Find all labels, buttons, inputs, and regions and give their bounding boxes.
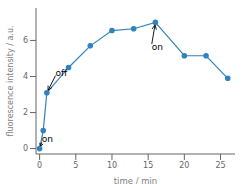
svg-text:on: on — [42, 134, 53, 144]
svg-text:2: 2 — [23, 108, 28, 117]
svg-text:15: 15 — [143, 161, 153, 170]
svg-text:on: on — [152, 42, 163, 52]
svg-text:0: 0 — [37, 161, 42, 170]
svg-text:5: 5 — [73, 161, 78, 170]
svg-text:fluorescence intensity / a.u.: fluorescence intensity / a.u. — [8, 26, 15, 137]
svg-text:10: 10 — [107, 161, 117, 170]
svg-text:25: 25 — [215, 161, 225, 170]
svg-text:off: off — [56, 68, 69, 78]
svg-text:6: 6 — [23, 36, 28, 45]
svg-text:20: 20 — [179, 161, 189, 170]
svg-text:time / min: time / min — [114, 176, 158, 184]
svg-text:4: 4 — [23, 72, 28, 81]
svg-text:0: 0 — [23, 144, 28, 153]
